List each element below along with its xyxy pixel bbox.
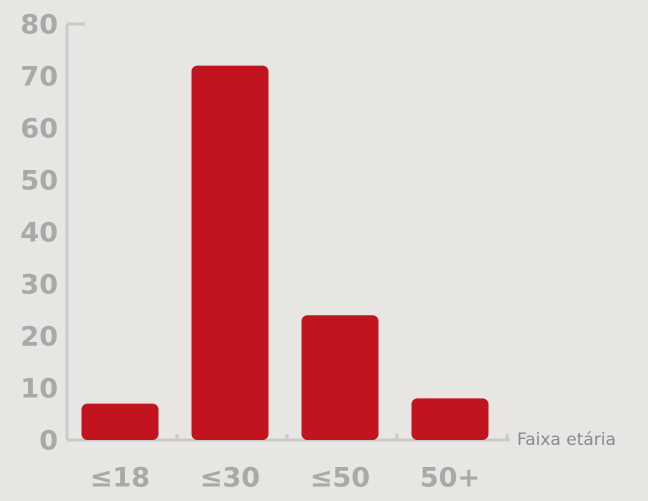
x-axis-label: Faixa etária (517, 430, 616, 450)
y-tick-label: 0 (39, 426, 58, 457)
x-tick-label: ≤30 (200, 463, 260, 494)
x-tick-label: 50+ (420, 463, 480, 494)
y-tick-label: 20 (20, 322, 58, 353)
y-tick-label: 60 (20, 114, 58, 145)
y-tick-label: 30 (20, 270, 58, 301)
y-tick-label: 10 (20, 374, 58, 405)
bar (301, 315, 379, 440)
y-tick-label: 40 (20, 218, 58, 249)
bar (81, 403, 159, 440)
y-tick-label: 80 (20, 10, 58, 41)
y-tick-label: 50 (20, 166, 58, 197)
bar (191, 65, 269, 440)
bar (411, 398, 489, 440)
x-tick-label: ≤18 (90, 463, 150, 494)
y-tick-label: 70 (20, 62, 58, 93)
x-tick-label: ≤50 (310, 463, 370, 494)
